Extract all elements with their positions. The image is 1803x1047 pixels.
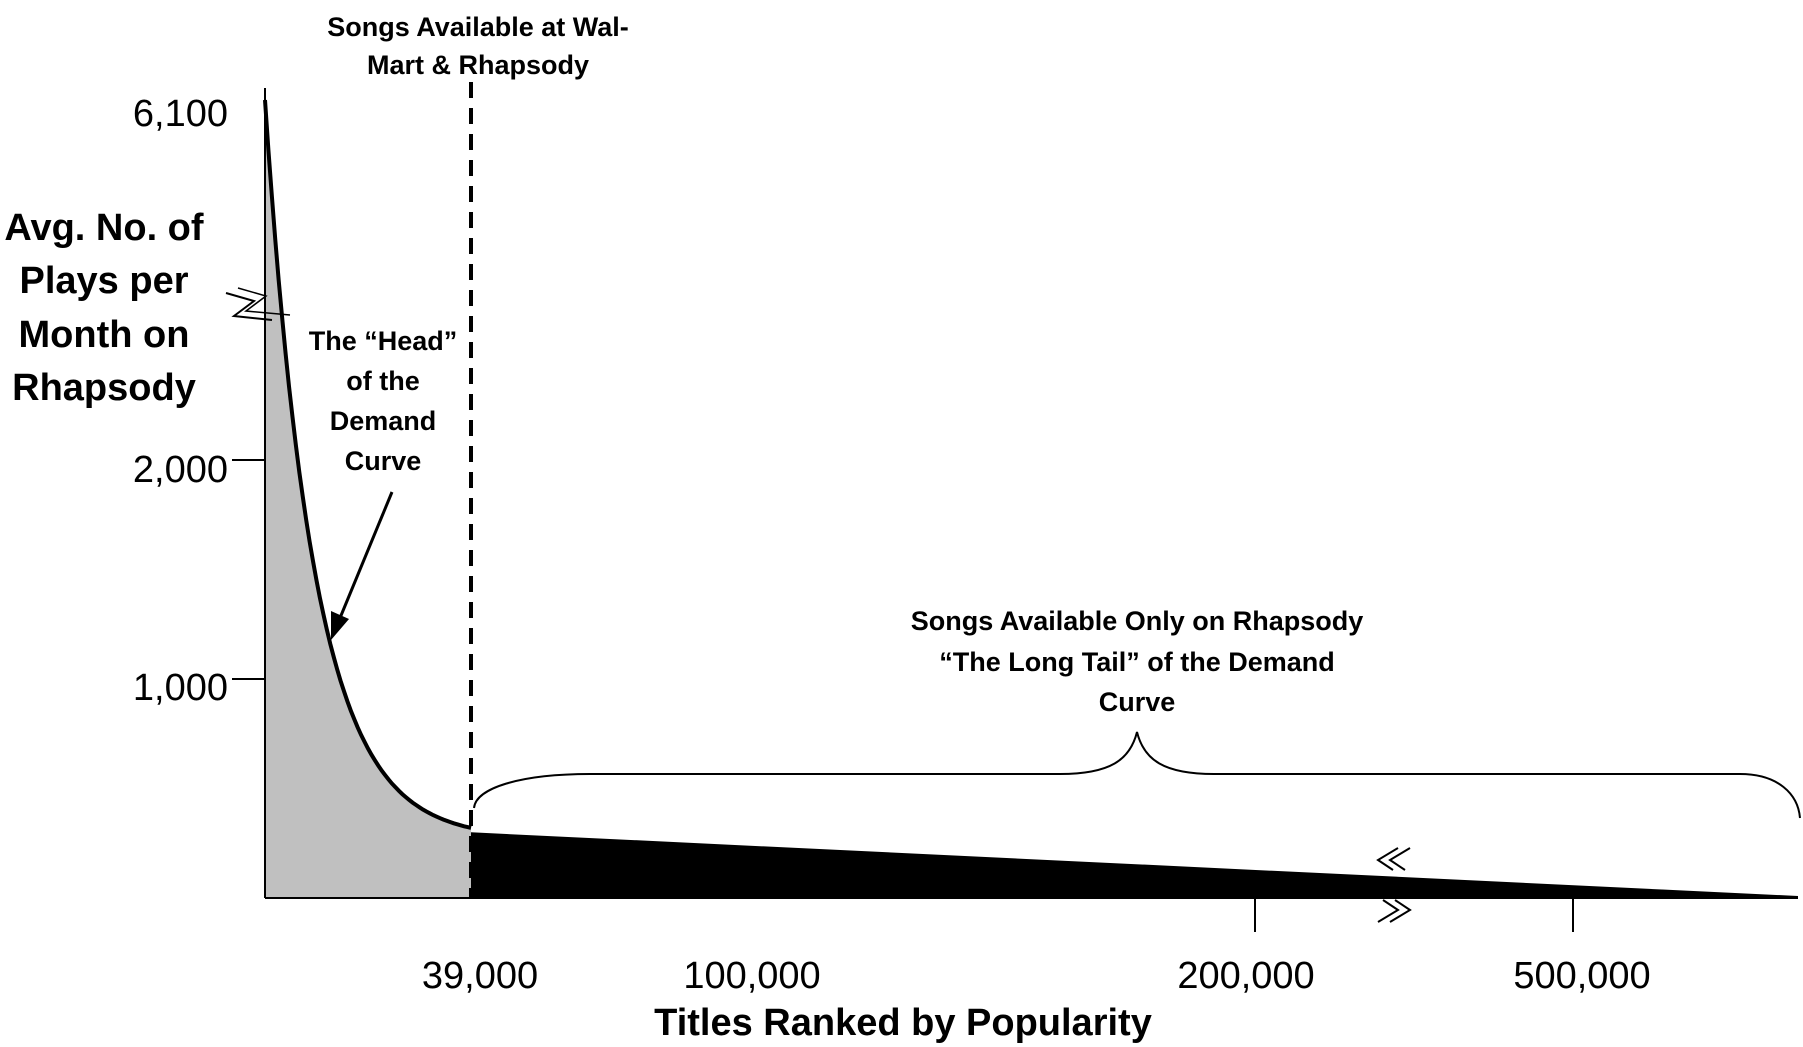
head-annotation-line-1: The “Head”: [309, 326, 458, 356]
head-annotation-line-3: Demand: [330, 406, 437, 436]
y-axis-label-line-3: Month on: [19, 314, 190, 356]
x-axis-break-mark: [1376, 847, 1412, 923]
head-annotation-line-2: of the: [346, 366, 420, 396]
x-axis-label: Titles Ranked by Popularity: [654, 1002, 1152, 1044]
x-tick-label-500000: 500,000: [1513, 955, 1650, 997]
tail-area: [471, 832, 1798, 898]
y-axis-label-line-1: Avg. No. of: [4, 207, 203, 249]
head-annotation-line-4: Curve: [345, 446, 422, 476]
tail-annotation-line-2: “The Long Tail” of the Demand: [939, 647, 1335, 677]
y-axis-break-mark: [225, 287, 291, 321]
divider-annotation-line-2: Mart & Rhapsody: [367, 50, 589, 80]
tail-curly-brace: [473, 731, 1801, 819]
tail-annotation-line-3: Curve: [1099, 687, 1176, 717]
y-axis-label-line-4: Rhapsody: [12, 367, 196, 409]
head-area: [265, 100, 471, 898]
divider-annotation-line-1: Songs Available at Wal-: [327, 12, 629, 42]
head-curve-line: [263, 99, 472, 830]
y-axis-label-line-2: Plays per: [20, 260, 189, 302]
head-annotation-arrow: [331, 491, 394, 640]
y-tick-label-1000: 1,000: [133, 667, 228, 709]
tail-annotation-line-1: Songs Available Only on Rhapsody: [911, 606, 1364, 636]
x-tick-label-39000: 39,000: [422, 955, 538, 997]
y-tick-label-6100: 6,100: [133, 93, 228, 135]
x-tick-label-200000: 200,000: [1177, 955, 1314, 997]
x-tick-label-100000: 100,000: [683, 955, 820, 997]
y-tick-label-2000: 2,000: [133, 449, 228, 491]
